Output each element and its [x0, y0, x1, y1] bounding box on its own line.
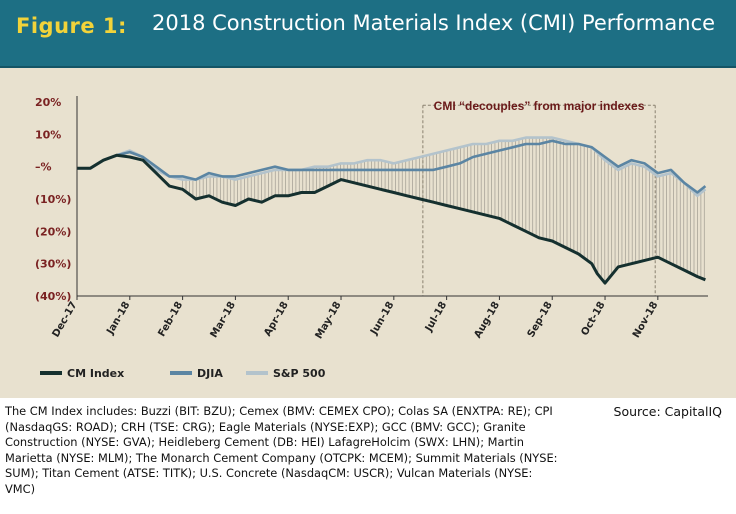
chart-background-panel: [0, 68, 736, 398]
axes: 20% 10% –% (10%) (20%) (30%) (40%)Dec-17 Jan-18…: [35, 96, 708, 341]
legend-label: CM Index: [67, 367, 124, 380]
figure-header: Figure 1: 2018 Construction Materials In…: [0, 0, 736, 68]
x-tick-label: Jun-18: [368, 300, 396, 338]
y-tick-label: 20%: [35, 96, 61, 109]
line-chart: CMI “decouples” from major indexes 20% 10…: [35, 96, 708, 380]
x-tick-label: Jan-18: [105, 300, 133, 337]
series-line-cm-index: [77, 153, 706, 285]
y-tick-label: (30%): [35, 258, 71, 271]
legend: CM Index DJIA S&P 500: [40, 367, 326, 380]
legend-label: DJIA: [197, 367, 223, 380]
y-tick-label: –%: [35, 161, 52, 174]
x-tick-label: Dec-17: [51, 300, 80, 339]
x-tick-label: Mar-18: [209, 300, 238, 340]
y-tick-label: (20%): [35, 225, 71, 238]
x-tick-label: Feb-18: [156, 300, 185, 339]
x-tick-label: Sep-18: [526, 300, 555, 339]
series-line-s-p-500: [77, 136, 707, 198]
series-lines: [77, 136, 707, 285]
y-tick-label: (10%): [35, 193, 71, 206]
legend-label: S&P 500: [273, 367, 326, 380]
spread-shading: [182, 137, 705, 283]
series-line-djia: [77, 139, 707, 194]
figure-label: Figure 1:: [16, 14, 127, 38]
figure-title: 2018 Construction Materials Index (CMI) …: [152, 11, 716, 35]
x-tick-label: May-18: [314, 300, 344, 341]
y-tick-label: (40%): [35, 290, 71, 303]
y-tick-label: 10%: [35, 128, 61, 141]
x-tick-label: Nov-18: [631, 300, 660, 340]
x-tick-label: Jul-18: [423, 300, 449, 334]
x-tick-label: Oct-18: [579, 300, 607, 338]
x-tick-label: Apr-18: [262, 300, 290, 338]
source-note: Source: CapitalIQ: [613, 404, 722, 419]
index-members-caption: The CM Index includes: Buzzi (BIT: BZU);…: [5, 404, 558, 496]
x-tick-label: Aug-18: [472, 300, 502, 340]
decouple-annotation-label: CMI “decouples” from major indexes: [434, 99, 645, 113]
